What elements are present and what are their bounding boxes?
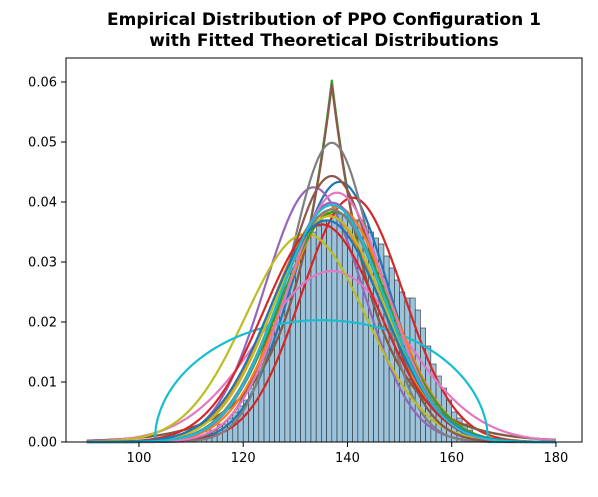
fitted-curve bbox=[86, 203, 556, 444]
y-tick-label: 0.01 bbox=[28, 376, 57, 391]
histogram-bar bbox=[315, 225, 322, 443]
y-tick-label: 0.04 bbox=[28, 196, 57, 211]
histogram-bar bbox=[300, 243, 307, 443]
histogram-bar bbox=[341, 213, 348, 443]
histogram-bar bbox=[336, 213, 343, 443]
chart-title-line-1: Empirical Distribution of PPO Configurat… bbox=[107, 10, 541, 30]
axes-frame bbox=[65, 57, 583, 443]
chart-title: Empirical Distribution of PPO Configurat… bbox=[66, 10, 582, 52]
fitted-curve bbox=[86, 319, 556, 444]
histogram-bar bbox=[331, 213, 338, 443]
x-tick-label: 100 bbox=[127, 451, 152, 466]
y-tick-label: 0.03 bbox=[28, 256, 57, 271]
fitted-curve bbox=[86, 232, 556, 444]
histogram-bar bbox=[352, 219, 359, 443]
axes: 100 120 140 160 180 0.00 0.01 0.02 0.03 0.04 0.05 0… bbox=[28, 57, 583, 466]
x-tick-label: 140 bbox=[335, 451, 360, 466]
chart-title-line-2: with Fitted Theoretical Distributions bbox=[149, 31, 499, 51]
y-tick-label: 0.00 bbox=[28, 436, 57, 451]
x-tick-label: 160 bbox=[439, 451, 464, 466]
x-tick-label: 120 bbox=[231, 451, 256, 466]
fitted-curve bbox=[86, 83, 556, 442]
y-tick-label: 0.05 bbox=[28, 136, 57, 151]
y-tick-label: 0.06 bbox=[28, 76, 57, 91]
x-tick-label: 180 bbox=[544, 451, 569, 466]
y-tick-label: 0.02 bbox=[28, 316, 57, 331]
histogram-bar bbox=[321, 219, 327, 443]
